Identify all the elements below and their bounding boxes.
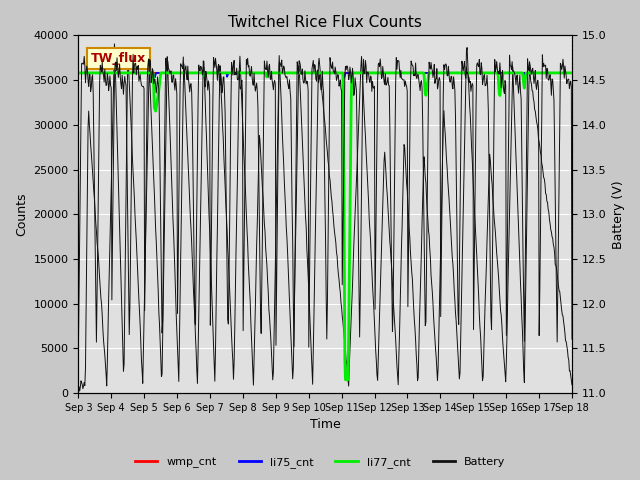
X-axis label: Time: Time: [310, 419, 340, 432]
Title: Twitchel Rice Flux Counts: Twitchel Rice Flux Counts: [228, 15, 422, 30]
Y-axis label: Battery (V): Battery (V): [612, 180, 625, 249]
Text: TW_flux: TW_flux: [91, 52, 146, 65]
Legend: wmp_cnt, li75_cnt, li77_cnt, Battery: wmp_cnt, li75_cnt, li77_cnt, Battery: [131, 452, 509, 472]
Y-axis label: Counts: Counts: [15, 192, 28, 236]
